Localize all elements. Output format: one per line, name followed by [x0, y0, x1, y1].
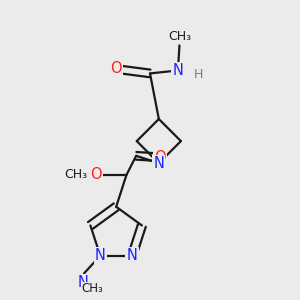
Text: O: O [154, 150, 166, 165]
Text: N: N [153, 156, 164, 171]
Text: N: N [172, 63, 183, 78]
Text: N: N [127, 248, 137, 263]
Text: CH₃: CH₃ [168, 30, 191, 43]
Text: CH₃: CH₃ [64, 169, 87, 182]
Text: H: H [194, 68, 203, 81]
Text: O: O [110, 61, 122, 76]
Text: N: N [77, 275, 88, 290]
Text: O: O [90, 167, 101, 182]
Text: CH₃: CH₃ [81, 283, 103, 296]
Text: N: N [95, 248, 106, 263]
